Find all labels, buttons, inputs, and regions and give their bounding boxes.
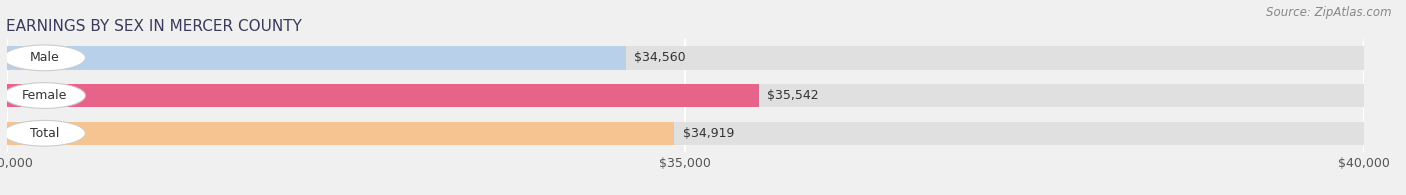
Text: $34,560: $34,560 [634,51,686,64]
Text: Total: Total [30,127,59,140]
Bar [7,121,675,145]
Text: EARNINGS BY SEX IN MERCER COUNTY: EARNINGS BY SEX IN MERCER COUNTY [6,19,301,34]
Bar [7,84,759,107]
Ellipse shape [3,83,86,108]
Bar [7,121,1364,145]
Text: $34,919: $34,919 [682,127,734,140]
Text: $35,542: $35,542 [768,89,818,102]
Bar [7,46,626,70]
Bar [7,46,1364,70]
Text: Source: ZipAtlas.com: Source: ZipAtlas.com [1267,6,1392,19]
Text: Female: Female [21,89,67,102]
Ellipse shape [3,120,86,146]
Ellipse shape [3,45,86,71]
Bar [7,84,1364,107]
Text: Male: Male [30,51,59,64]
